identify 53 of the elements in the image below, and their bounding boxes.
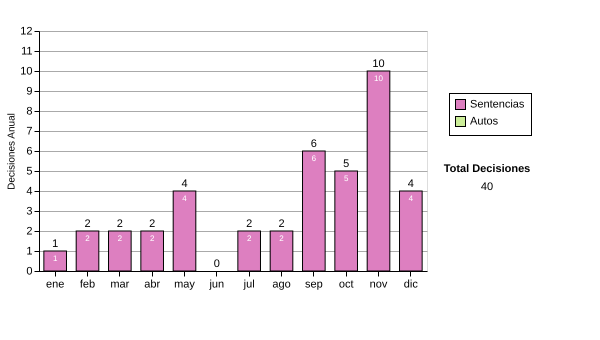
data-label: 2 bbox=[85, 234, 90, 243]
total-label: 1 bbox=[52, 238, 58, 250]
total-label: 6 bbox=[310, 138, 317, 150]
data-label: 4 bbox=[408, 194, 414, 203]
y-tick-label: 7 bbox=[26, 126, 32, 138]
data-label: 2 bbox=[118, 234, 123, 243]
text: Total Decisiones bbox=[444, 163, 530, 175]
total-label: 0 bbox=[214, 258, 220, 270]
total-label: 2 bbox=[84, 218, 91, 230]
y-tick-label: 8 bbox=[26, 106, 32, 118]
x-tick-label: jun bbox=[208, 278, 224, 290]
x-tick-label: dic bbox=[404, 278, 418, 290]
data-label: 6 bbox=[312, 154, 317, 163]
total-label: 2 bbox=[149, 218, 156, 230]
x-tick-label: jul bbox=[242, 278, 255, 290]
x-tick-label: oct bbox=[338, 278, 354, 290]
total-label: 10 bbox=[372, 58, 385, 70]
x-tick-label: nov bbox=[370, 278, 388, 290]
data-label: 5 bbox=[344, 174, 349, 183]
data-label: 2 bbox=[150, 234, 155, 243]
y-tick-label: 0 bbox=[26, 266, 32, 278]
y-tick-label: 11 bbox=[21, 46, 32, 58]
x-tick-label: feb bbox=[80, 278, 96, 290]
y-tick-label: 12 bbox=[20, 26, 32, 38]
x-tick-label: sep bbox=[304, 278, 323, 290]
legend-label: Sentencias bbox=[470, 98, 525, 110]
x-tick-label: ago bbox=[272, 278, 291, 290]
y-tick-label: 2 bbox=[26, 226, 32, 238]
total-label: 4 bbox=[408, 178, 414, 190]
data-label: 2 bbox=[246, 234, 252, 243]
total-label: 2 bbox=[278, 218, 285, 230]
x-tick-label: may bbox=[174, 278, 196, 290]
x-tick-label: mar bbox=[110, 278, 130, 290]
data-label: 4 bbox=[182, 194, 188, 203]
y-tick-label: 9 bbox=[26, 86, 32, 98]
total-label: 5 bbox=[343, 158, 350, 170]
x-tick-label: abr bbox=[144, 278, 160, 290]
y-tick-label: 4 bbox=[26, 186, 32, 198]
data-label: 2 bbox=[279, 234, 284, 243]
y-tick-label: 6 bbox=[26, 146, 32, 158]
y-tick-label: 1 bbox=[26, 246, 32, 258]
y-tick-label: 10 bbox=[20, 66, 32, 78]
x-tick-label: ene bbox=[46, 278, 64, 290]
legend-label: Autos bbox=[470, 116, 499, 128]
y-tick-label: 5 bbox=[26, 166, 32, 178]
text: 40 bbox=[480, 181, 494, 193]
total-label: 4 bbox=[181, 178, 188, 190]
data-label: 10 bbox=[374, 74, 384, 83]
y-tick-label: 3 bbox=[26, 206, 32, 218]
total-label: 2 bbox=[116, 218, 123, 230]
total-label: 2 bbox=[246, 218, 252, 230]
data-label: 1 bbox=[52, 254, 58, 263]
y-axis-title: Decisiones Anual bbox=[6, 113, 18, 190]
